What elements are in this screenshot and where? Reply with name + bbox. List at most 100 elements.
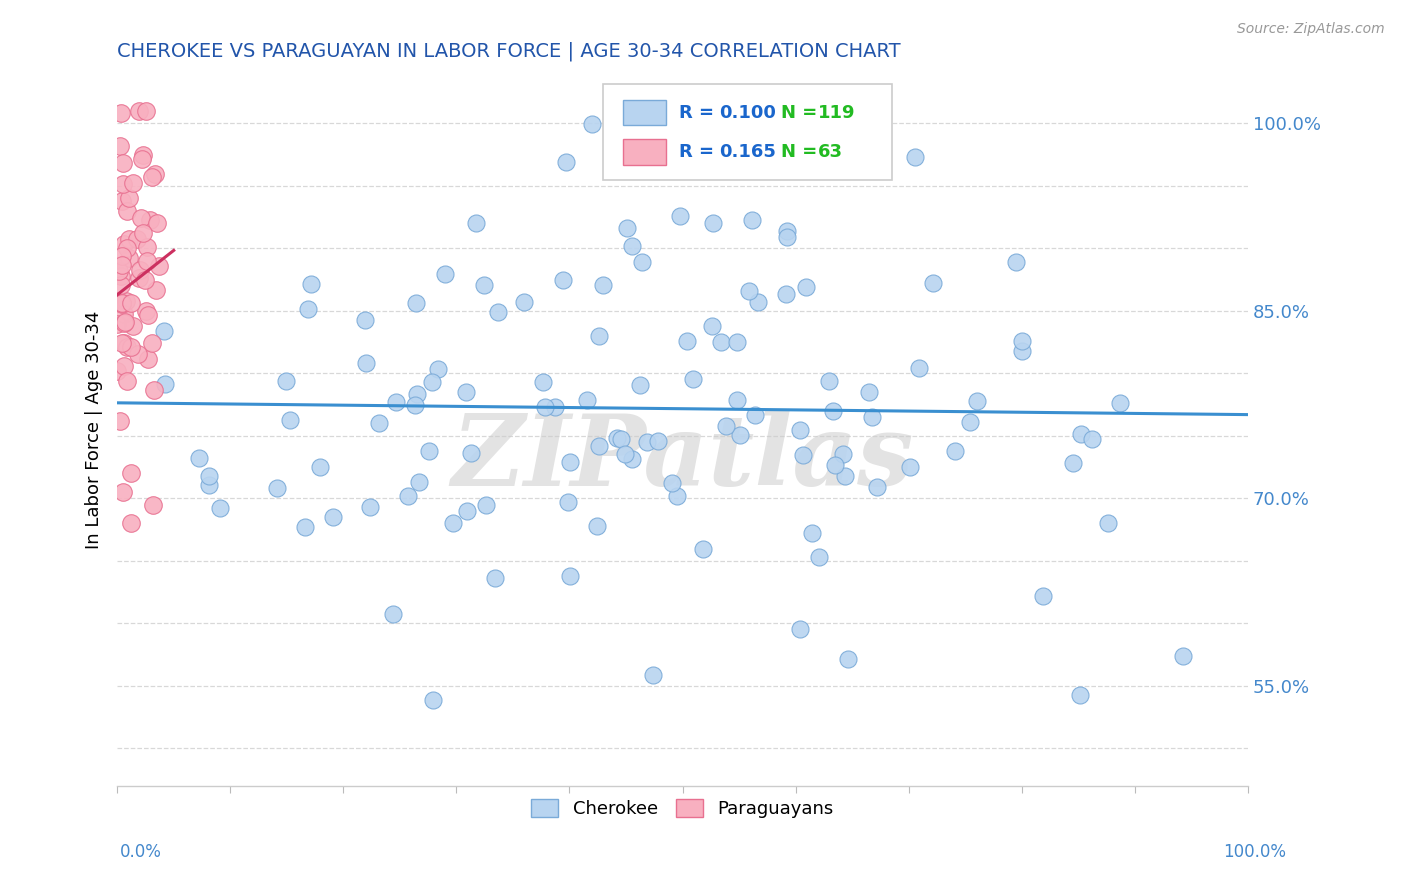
Point [107, 364, 129, 378]
Point [128, 270, 150, 285]
Text: 119: 119 [818, 103, 856, 121]
Point [122, 176, 145, 190]
Point [553, 273, 575, 287]
Point [621, 239, 644, 253]
Point [108, 263, 131, 277]
Point [898, 459, 921, 474]
Point [120, 516, 142, 531]
Point [359, 500, 381, 515]
Point [456, 504, 478, 518]
Point [606, 431, 628, 445]
Bar [623, 100, 665, 126]
Point [128, 103, 150, 118]
Point [198, 469, 221, 483]
Text: N =: N = [780, 103, 824, 121]
Point [702, 318, 724, 333]
Point [554, 154, 576, 169]
Point [114, 315, 136, 329]
Bar [623, 139, 665, 165]
Point [558, 569, 581, 583]
Point [112, 359, 135, 374]
Point [682, 372, 704, 386]
Point [792, 448, 814, 462]
Point [474, 499, 496, 513]
Point [586, 519, 609, 533]
Text: Source: ZipAtlas.com: Source: ZipAtlas.com [1237, 22, 1385, 37]
Point [818, 375, 841, 389]
Point [112, 156, 135, 170]
Point [111, 249, 134, 263]
Text: ZIPatlas: ZIPatlas [451, 409, 914, 507]
Point [631, 254, 654, 268]
Point [308, 460, 330, 475]
Point [725, 392, 748, 407]
Point [111, 296, 134, 310]
Point [821, 403, 844, 417]
Point [808, 550, 831, 565]
Point [404, 398, 426, 412]
Point [418, 443, 440, 458]
Point [146, 216, 169, 230]
FancyBboxPatch shape [603, 84, 891, 180]
Point [136, 351, 159, 366]
Text: CHEROKEE VS PARAGUAYAN IN LABOR FORCE | AGE 30-34 CORRELATION CHART: CHEROKEE VS PARAGUAYAN IN LABOR FORCE | … [117, 42, 901, 62]
Point [454, 385, 477, 400]
Point [111, 194, 134, 208]
Point [966, 394, 988, 409]
Point [581, 116, 603, 130]
Point [143, 167, 166, 181]
Point [322, 509, 344, 524]
Point [112, 484, 135, 499]
Point [266, 481, 288, 495]
Point [592, 277, 614, 292]
Legend: Cherokee, Paraguayans: Cherokee, Paraguayans [524, 791, 841, 825]
Point [647, 434, 669, 449]
Point [860, 410, 883, 425]
Point [610, 433, 633, 447]
Point [661, 476, 683, 491]
Point [588, 329, 610, 343]
Point [135, 103, 157, 118]
Point [1062, 456, 1084, 470]
Text: R =: R = [679, 103, 720, 121]
Point [1011, 334, 1033, 348]
Point [472, 278, 495, 293]
Point [959, 415, 981, 429]
Point [908, 360, 931, 375]
Point [1032, 589, 1054, 603]
Point [1097, 516, 1119, 531]
Point [354, 313, 377, 327]
Point [512, 295, 534, 310]
Point [143, 383, 166, 397]
Point [112, 307, 135, 321]
Point [135, 240, 157, 254]
Point [832, 447, 855, 461]
Point [112, 336, 135, 351]
Point [434, 268, 457, 282]
Point [111, 336, 134, 351]
Point [136, 254, 159, 268]
Y-axis label: In Labor Force | Age 30-34: In Labor Force | Age 30-34 [86, 310, 103, 549]
Point [111, 178, 134, 192]
Point [131, 153, 153, 167]
Point [396, 489, 419, 503]
Point [111, 296, 134, 310]
Point [385, 394, 408, 409]
Point [789, 623, 811, 637]
Point [427, 361, 450, 376]
Point [630, 378, 652, 392]
Point [614, 447, 637, 461]
Point [110, 106, 132, 120]
Point [484, 571, 506, 585]
Point [904, 150, 927, 164]
Point [710, 335, 733, 350]
Point [866, 480, 889, 494]
Point [148, 259, 170, 273]
Point [105, 317, 128, 331]
Point [108, 139, 131, 153]
Point [725, 334, 748, 349]
Point [153, 324, 176, 338]
Point [114, 293, 136, 308]
Point [141, 170, 163, 185]
Point [486, 305, 509, 319]
